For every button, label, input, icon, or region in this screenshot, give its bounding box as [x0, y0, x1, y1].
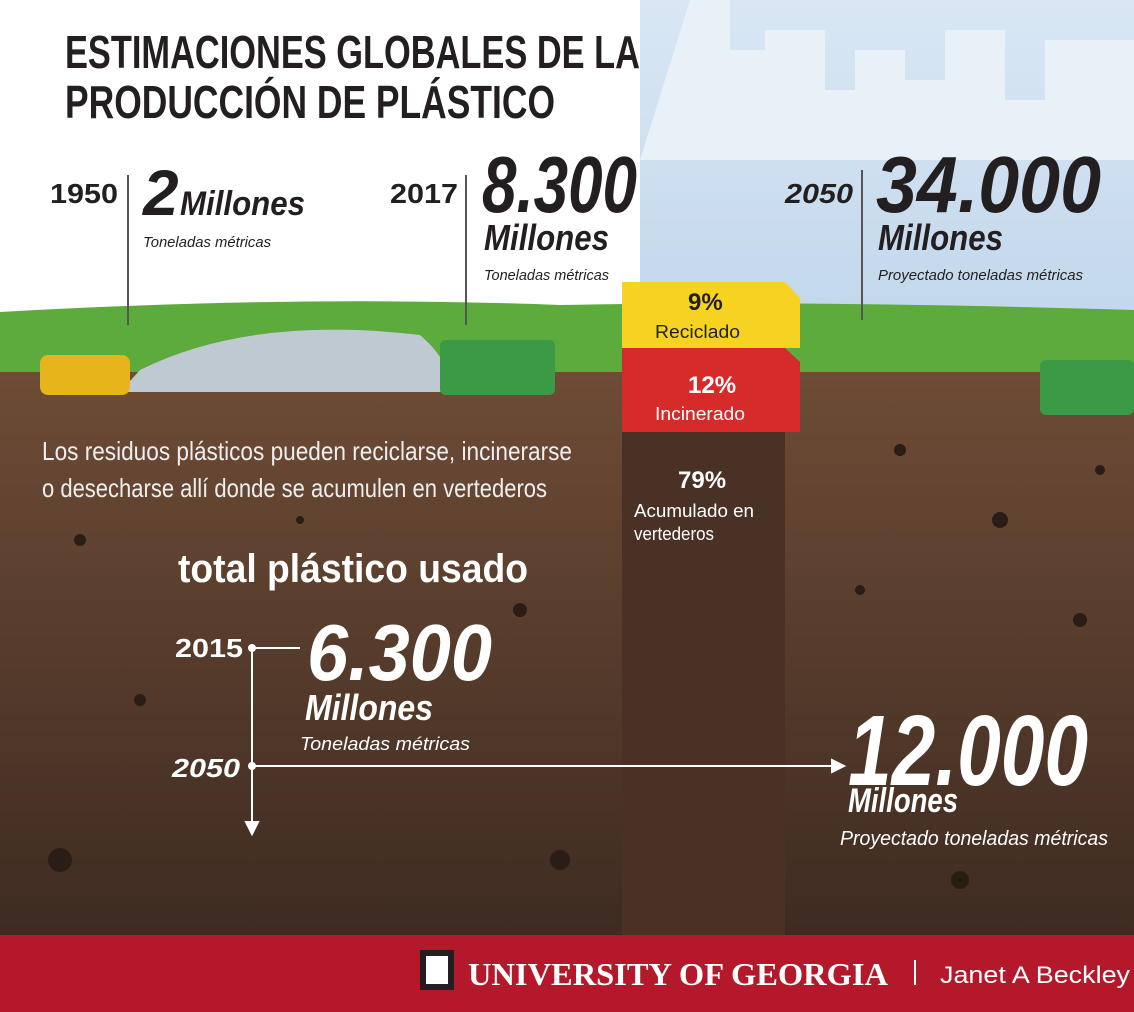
year: 1950 — [50, 178, 118, 209]
unit: Millones — [484, 217, 609, 258]
note: Toneladas métricas — [300, 734, 470, 754]
title: PRODUCCIÓN DE PLÁSTICO — [65, 76, 555, 128]
amount: 34.000 — [876, 140, 1101, 229]
truck — [1040, 360, 1134, 415]
infographic: ESTIMACIONES GLOBALES DE LA PRODUCCIÓN D… — [0, 0, 1134, 1012]
page: {"header": {"title": ["ESTIMACIONES GLOB… — [0, 0, 1134, 1012]
disposal-label: Incinerado — [655, 404, 745, 424]
amount: 6.300 — [307, 608, 492, 697]
disposal-percent: 9% — [688, 289, 723, 316]
amount: 2 — [142, 157, 179, 229]
bulldozer — [40, 355, 130, 395]
note: Proyectado toneladas métricas — [878, 267, 1083, 284]
year: 2050 — [171, 753, 241, 783]
disposal-label: vertederos — [634, 524, 714, 544]
disposal-percent: 79% — [678, 467, 726, 494]
year: 2015 — [175, 633, 243, 663]
unit: Millones — [180, 185, 305, 223]
unit: Millones — [878, 217, 1003, 258]
year: 2050 — [784, 178, 854, 209]
note: Proyectado toneladas métricas — [840, 828, 1108, 850]
disposal-label: Reciclado — [655, 322, 740, 342]
note: Toneladas métricas — [484, 267, 609, 284]
logo — [426, 956, 448, 984]
amount: 8.300 — [482, 140, 637, 229]
description: o desecharse allí donde se acumulen en v… — [42, 473, 547, 503]
disposal-percent: 12% — [688, 372, 736, 399]
total-title: total plástico usado — [178, 547, 528, 591]
institution: UNIVERSITY OF GEORGIA — [468, 956, 888, 992]
note: Toneladas métricas — [143, 234, 271, 251]
author: Janet A Beckley — [940, 962, 1130, 989]
year: 2017 — [390, 178, 458, 209]
unit: Millones — [305, 687, 433, 728]
unit: Millones — [848, 782, 958, 820]
title: ESTIMACIONES GLOBALES DE LA — [65, 26, 640, 78]
truck — [440, 340, 555, 395]
description: Los residuos plásticos pueden reciclarse… — [42, 436, 572, 466]
disposal-label: Acumulado en — [634, 501, 754, 521]
